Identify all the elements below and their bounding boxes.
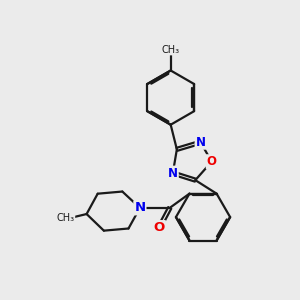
Text: N: N xyxy=(168,167,178,180)
Text: O: O xyxy=(154,221,165,234)
Text: CH₃: CH₃ xyxy=(162,45,180,55)
Text: N: N xyxy=(196,136,206,149)
Text: CH₃: CH₃ xyxy=(57,213,75,223)
Text: O: O xyxy=(207,155,217,168)
Text: N: N xyxy=(134,201,146,214)
